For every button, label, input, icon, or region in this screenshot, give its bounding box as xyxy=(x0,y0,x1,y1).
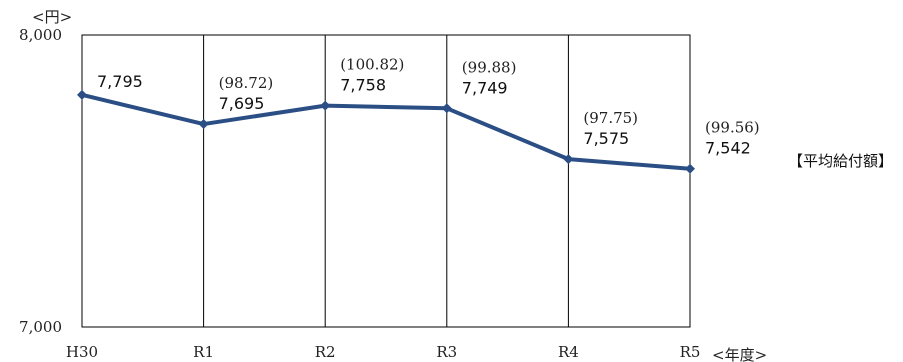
series-line xyxy=(81,92,691,171)
data-point xyxy=(563,154,574,165)
x-axis-label: <年度> xyxy=(712,346,767,362)
y-tick-label: 8,000 xyxy=(19,26,62,44)
data-labels: 7,795 7,695 (98.72) 7,758 (100.82) 7,749 (99.8… xyxy=(97,56,760,158)
value-label: 7,758 xyxy=(340,76,386,95)
data-point xyxy=(77,89,87,100)
series-group xyxy=(77,89,695,174)
value-label: 7,542 xyxy=(705,139,751,158)
vertical-grid: H30 R1 R2 R3 R4 R5 xyxy=(66,35,701,361)
x-tick-label: R4 xyxy=(558,343,579,361)
data-point xyxy=(320,100,331,111)
x-tick-label: R2 xyxy=(315,343,336,361)
y-unit-label: <円> xyxy=(32,8,72,26)
value-label: 7,695 xyxy=(219,94,265,113)
x-tick-label: H30 xyxy=(66,343,98,361)
ratio-label: (99.88) xyxy=(462,58,517,76)
y-axis-ticks: 8,000 7,000 xyxy=(19,26,62,336)
plot-frame xyxy=(81,34,691,328)
data-point xyxy=(685,163,695,174)
ratio-label: (99.56) xyxy=(705,119,760,137)
data-point xyxy=(441,103,452,114)
x-tick-label: R3 xyxy=(436,343,457,361)
data-point xyxy=(198,119,209,130)
y-tick-label: 7,000 xyxy=(19,318,62,336)
x-tick-label: R5 xyxy=(680,343,701,361)
value-label: 7,795 xyxy=(97,72,143,91)
value-label: 7,749 xyxy=(462,78,508,97)
ratio-label: (100.82) xyxy=(340,56,404,74)
value-label: 7,575 xyxy=(583,129,629,148)
legend-series-name: 【平均給付額】 xyxy=(788,152,893,170)
ratio-label: (98.72) xyxy=(219,74,274,92)
ratio-label: (97.75) xyxy=(583,109,638,127)
x-tick-label: R1 xyxy=(193,343,214,361)
